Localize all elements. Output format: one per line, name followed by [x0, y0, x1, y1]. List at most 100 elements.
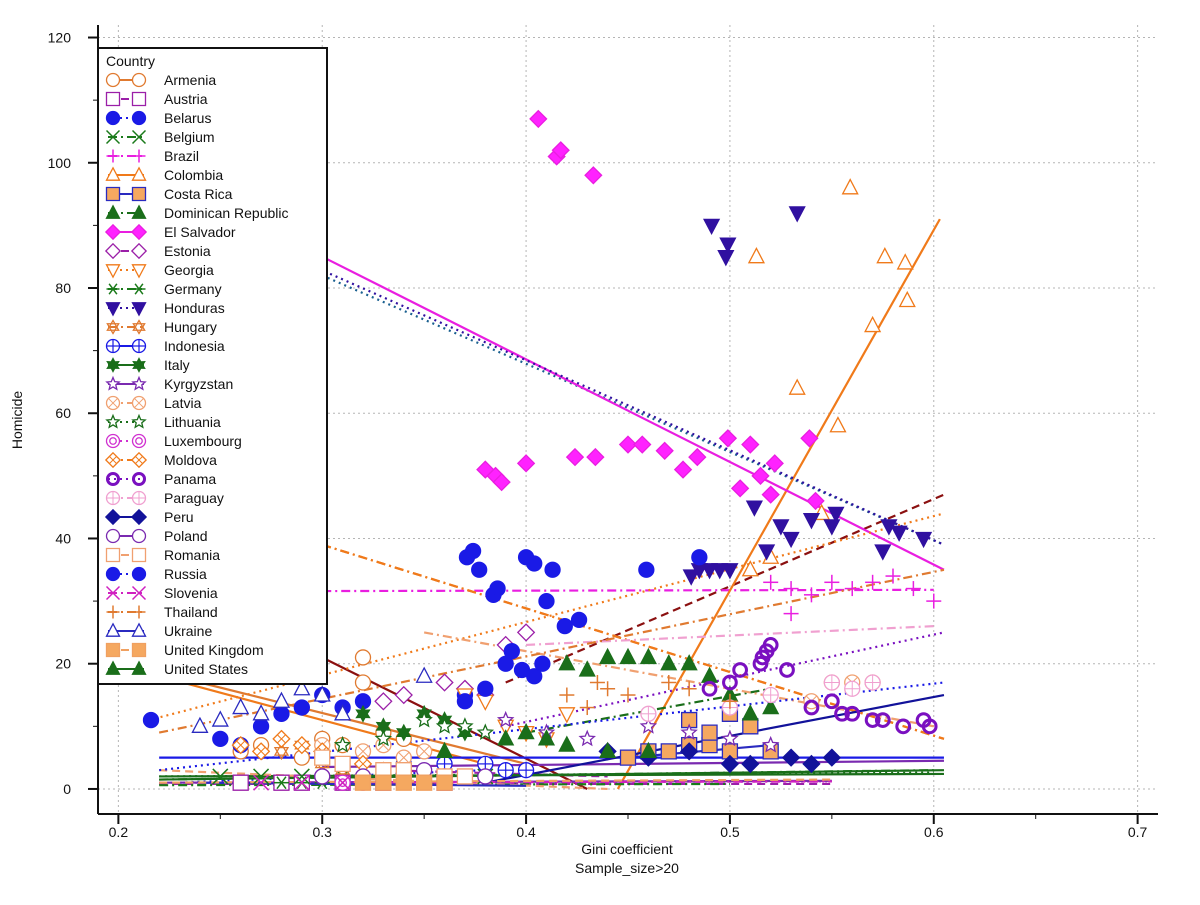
legend-item: Italy — [106, 357, 190, 373]
data-point — [619, 647, 637, 665]
data-point — [415, 666, 433, 683]
legend-marker — [131, 91, 147, 107]
y-tick-label: 80 — [55, 280, 71, 296]
data-point — [578, 660, 596, 677]
legend-item: El Salvador — [104, 223, 236, 241]
data-point — [570, 611, 588, 629]
data-point — [721, 563, 739, 580]
data-point — [640, 705, 657, 722]
trend-line — [505, 493, 945, 684]
data-point — [435, 741, 454, 759]
data-point — [762, 697, 780, 715]
data-point — [212, 768, 229, 785]
data-point — [742, 718, 759, 735]
data-point — [334, 774, 351, 791]
data-point — [559, 687, 575, 703]
legend-item: Brazil — [106, 148, 199, 164]
legend-item: Belarus — [105, 110, 211, 126]
legend-label: Brazil — [164, 148, 199, 164]
legend-marker — [130, 223, 148, 241]
data-point — [599, 647, 617, 665]
legend-label: Luxembourg — [164, 433, 242, 449]
data-point — [762, 637, 779, 653]
data-point — [436, 774, 453, 791]
legend-marker — [105, 91, 121, 107]
legend-marker — [132, 283, 146, 295]
y-axis-label: Homicide — [9, 391, 25, 450]
legend-marker — [131, 204, 147, 219]
legend-item: Hungary — [106, 319, 217, 335]
data-point — [529, 109, 548, 129]
legend-marker — [105, 528, 121, 544]
data-point — [471, 561, 488, 578]
legend-marker — [106, 357, 120, 373]
data-point — [618, 435, 638, 454]
legend-marker — [105, 490, 121, 506]
data-point — [711, 563, 729, 580]
legend-label: Georgia — [164, 262, 214, 278]
data-point — [823, 519, 841, 536]
legend-label: United Kingdom — [164, 642, 264, 658]
axes: 0.2 0.3 0.4 0.5 0.6 0.7 0 20 40 60 80 100 120 — [48, 25, 1158, 840]
series-lithuania — [333, 710, 495, 753]
data-point — [745, 500, 763, 517]
data-point — [681, 681, 697, 697]
legend-item: Estonia — [104, 242, 211, 260]
data-point — [718, 429, 738, 448]
legend-marker — [105, 433, 121, 449]
x-tick-label: 0.2 — [109, 824, 129, 840]
data-point — [464, 542, 482, 560]
legend-marker — [105, 204, 121, 219]
series-russia — [456, 542, 708, 710]
legend-label: Austria — [164, 91, 208, 107]
series-united-kingdom — [354, 774, 453, 791]
y-tick-label: 100 — [48, 155, 72, 171]
data-point — [517, 722, 535, 740]
data-point — [489, 580, 506, 597]
data-point — [720, 754, 740, 774]
data-point — [876, 247, 894, 264]
data-point — [660, 743, 677, 760]
trend-line — [321, 274, 945, 546]
legend-label: Ukraine — [164, 623, 212, 639]
x-tick-label: 0.6 — [924, 824, 944, 840]
data-point — [898, 290, 916, 308]
data-point — [639, 647, 657, 665]
data-point — [293, 699, 310, 716]
data-point — [544, 561, 561, 578]
data-point — [354, 674, 372, 691]
y-tick-label: 60 — [55, 405, 71, 421]
data-point — [516, 454, 536, 473]
data-point — [722, 674, 738, 691]
data-point — [747, 247, 765, 264]
data-point — [435, 673, 454, 692]
data-point — [142, 711, 160, 729]
data-point — [679, 742, 699, 761]
data-point — [314, 768, 331, 785]
legend-label: Belgium — [164, 129, 215, 145]
data-point — [680, 654, 698, 671]
data-point — [355, 704, 371, 723]
series-paraguay — [640, 674, 881, 722]
series-kyrgyzstan — [496, 710, 780, 753]
data-point — [374, 692, 393, 711]
legend-marker — [131, 395, 147, 411]
data-point — [655, 441, 674, 460]
data-point — [517, 762, 535, 779]
data-point — [232, 697, 250, 715]
legend-label: Italy — [164, 357, 190, 373]
data-point — [741, 754, 760, 774]
legend-marker — [131, 264, 147, 279]
x-tick-label: 0.7 — [1128, 824, 1148, 840]
data-point — [534, 655, 551, 672]
trend-line-united-kingdom — [159, 778, 832, 784]
data-point — [844, 581, 860, 597]
x-axis-sublabel: Sample_size>20 — [575, 860, 679, 876]
legend-marker — [105, 547, 121, 563]
legend-item: United Kingdom — [105, 642, 264, 658]
legend-marker — [131, 338, 147, 354]
x-axis-label: Gini coefficient — [581, 841, 673, 857]
data-point — [700, 563, 719, 580]
data-point — [395, 774, 412, 791]
legend-marker — [130, 242, 148, 260]
